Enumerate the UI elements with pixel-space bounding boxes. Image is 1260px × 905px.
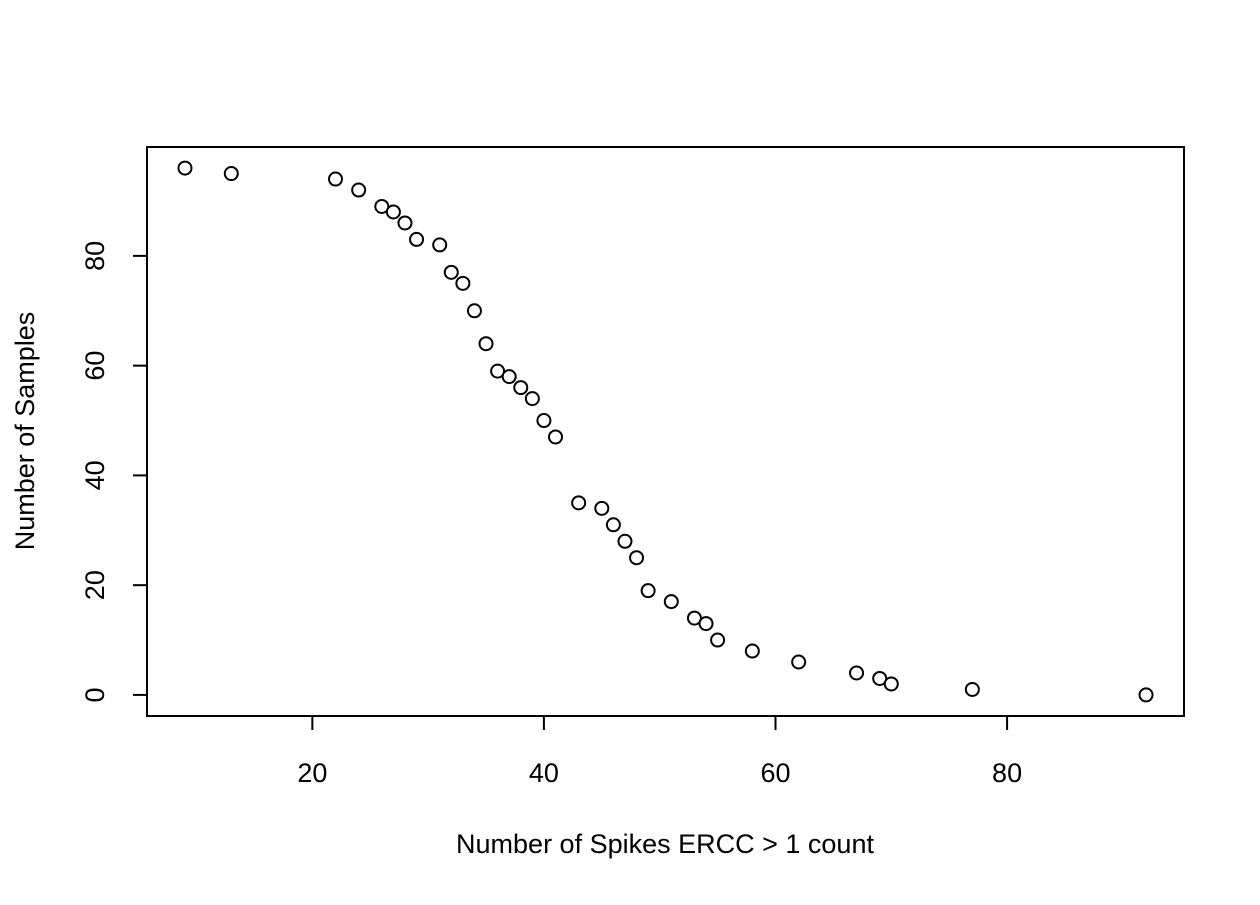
data-point: [432, 237, 448, 253]
data-point: [640, 583, 656, 599]
data-point: [177, 160, 193, 176]
data-point: [548, 429, 564, 445]
y-tick-label: 80: [80, 241, 110, 271]
data-point: [501, 369, 517, 385]
data-point: [1138, 687, 1154, 703]
plot-frame: [146, 146, 1185, 717]
data-point: [849, 665, 865, 681]
data-point: [524, 391, 540, 407]
data-point: [328, 171, 344, 187]
data-point: [571, 495, 587, 511]
y-axis: 0 20 40 60 80: [80, 241, 148, 702]
data-point: [964, 681, 980, 697]
x-tick-label: 80: [992, 758, 1022, 788]
x-axis: 20 40 60 80: [297, 715, 1022, 788]
x-tick-label: 60: [760, 758, 790, 788]
y-axis-label: Number of Samples: [10, 312, 40, 551]
data-point: [617, 533, 633, 549]
data-point: [513, 380, 529, 396]
x-tick-label: 40: [529, 758, 559, 788]
data-point: [351, 182, 367, 198]
data-point: [478, 336, 494, 352]
y-tick-label: 20: [80, 570, 110, 600]
data-point: [791, 654, 807, 670]
data-point: [629, 550, 645, 566]
data-point: [466, 303, 482, 319]
data-points: [177, 160, 1154, 703]
y-tick-label: 0: [80, 687, 110, 702]
data-point: [605, 517, 621, 533]
data-point: [385, 204, 401, 220]
data-point: [663, 594, 679, 610]
data-point: [409, 231, 425, 247]
data-point: [710, 632, 726, 648]
x-tick-label: 20: [297, 758, 327, 788]
data-point: [698, 616, 714, 632]
data-point: [455, 275, 471, 291]
data-point: [443, 264, 459, 280]
data-point: [397, 215, 413, 231]
y-tick-label: 60: [80, 351, 110, 381]
x-axis-label: Number of Spikes ERCC > 1 count: [456, 829, 874, 859]
data-point: [536, 413, 552, 429]
y-tick-label: 40: [80, 460, 110, 490]
data-point: [594, 500, 610, 516]
data-point: [744, 643, 760, 659]
data-point: [883, 676, 899, 692]
data-point: [223, 166, 239, 182]
